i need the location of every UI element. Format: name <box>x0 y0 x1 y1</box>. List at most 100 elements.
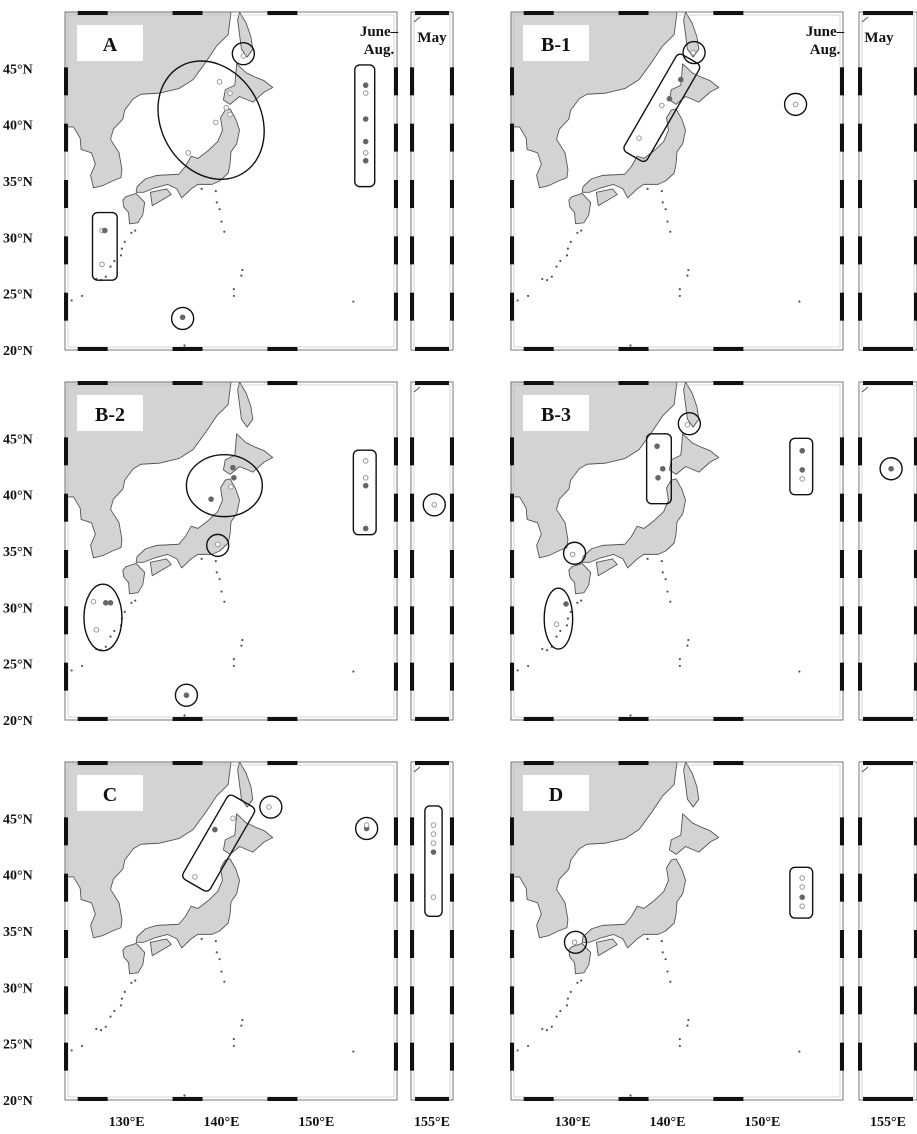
island <box>200 187 203 190</box>
island <box>516 299 519 302</box>
lat-tick <box>64 817 68 846</box>
record-point-open <box>90 598 97 605</box>
record-point-open <box>792 101 799 108</box>
island <box>629 344 632 347</box>
record-point-open <box>571 939 578 946</box>
map-panel-b-2: B-2 <box>64 381 454 721</box>
island <box>232 1038 235 1041</box>
lat-tick <box>840 67 844 96</box>
island <box>669 600 672 603</box>
landmass <box>581 478 686 569</box>
lat-tick <box>858 493 862 522</box>
lat-tick <box>450 123 454 152</box>
island <box>70 1049 73 1052</box>
lon-tick <box>415 11 449 15</box>
panel-label-box <box>523 395 589 431</box>
lat-tick <box>450 817 454 846</box>
lon-tick <box>267 717 298 721</box>
island <box>687 268 690 272</box>
lat-label: 45°N <box>3 812 33 827</box>
island <box>661 951 664 954</box>
lon-tick <box>415 1097 449 1101</box>
group-box <box>354 64 376 188</box>
record-point-open <box>431 502 438 508</box>
record-point-filled <box>563 601 569 607</box>
lon-tick <box>267 347 298 351</box>
lon-tick <box>77 761 108 765</box>
lon-tick <box>618 1097 649 1101</box>
lat-tick <box>510 662 514 691</box>
island <box>218 958 221 961</box>
lon-label: 130°E <box>555 1115 591 1130</box>
record-point-filled <box>799 894 806 901</box>
lon-tick <box>713 347 744 351</box>
island <box>352 300 355 303</box>
lat-tick <box>858 292 862 321</box>
island <box>555 635 558 638</box>
island <box>660 560 663 563</box>
lat-tick <box>914 930 917 958</box>
lon-tick <box>267 381 298 385</box>
island <box>109 1015 112 1018</box>
island <box>555 265 558 268</box>
island <box>214 560 217 563</box>
island <box>545 649 549 652</box>
island <box>576 231 579 234</box>
lon-tick <box>415 381 449 385</box>
lat-tick <box>858 986 862 1015</box>
lon-label-inset: 155°E <box>414 1115 450 1130</box>
lat-tick <box>840 437 844 466</box>
island <box>113 1009 116 1013</box>
record-point-filled <box>183 692 190 699</box>
lat-tick <box>64 986 68 1015</box>
record-point-filled <box>208 496 214 502</box>
lat-label: 25°N <box>3 288 33 303</box>
lat-label: 30°N <box>3 981 33 996</box>
map-panel-c: C <box>64 761 454 1101</box>
lat-tick <box>394 292 398 321</box>
island <box>678 658 681 661</box>
island <box>550 1025 553 1028</box>
island <box>220 590 223 593</box>
record-point-open <box>659 102 665 109</box>
landmass <box>683 382 700 428</box>
island <box>99 1029 103 1032</box>
panel-label-box <box>523 775 589 811</box>
lon-tick <box>415 761 449 765</box>
island <box>526 294 530 298</box>
island <box>646 937 649 940</box>
landmass <box>149 938 172 957</box>
island <box>678 288 681 291</box>
panel-label-text: B-2 <box>95 404 125 426</box>
lon-tick <box>523 761 554 765</box>
landmass <box>122 192 146 225</box>
lat-tick <box>64 662 68 691</box>
island <box>798 670 801 673</box>
lat-tick <box>64 437 68 466</box>
lat-tick <box>64 493 68 522</box>
season-label-summer: June– <box>806 24 845 40</box>
lat-tick <box>450 873 454 902</box>
lat-tick <box>64 123 68 152</box>
island <box>678 1038 681 1041</box>
season-label-summer: Aug. <box>810 42 841 58</box>
record-point-filled <box>230 464 236 471</box>
island <box>580 979 583 982</box>
island <box>569 240 572 243</box>
lon-tick <box>863 1097 913 1101</box>
panel-label-text: B-3 <box>541 404 571 426</box>
may-inset-frame <box>858 381 917 721</box>
island <box>798 1050 801 1053</box>
lat-tick <box>858 550 862 578</box>
lat-tick <box>410 292 414 321</box>
lat-tick <box>394 180 398 208</box>
island <box>214 940 217 943</box>
island <box>550 275 553 278</box>
group-box <box>789 866 814 919</box>
lat-tick <box>450 606 454 635</box>
record-point-open <box>192 874 198 880</box>
lat-tick <box>450 67 454 96</box>
map-panel-b-3: B-3 <box>510 381 917 721</box>
record-point-filled <box>179 314 186 321</box>
record-point-open <box>569 551 576 558</box>
